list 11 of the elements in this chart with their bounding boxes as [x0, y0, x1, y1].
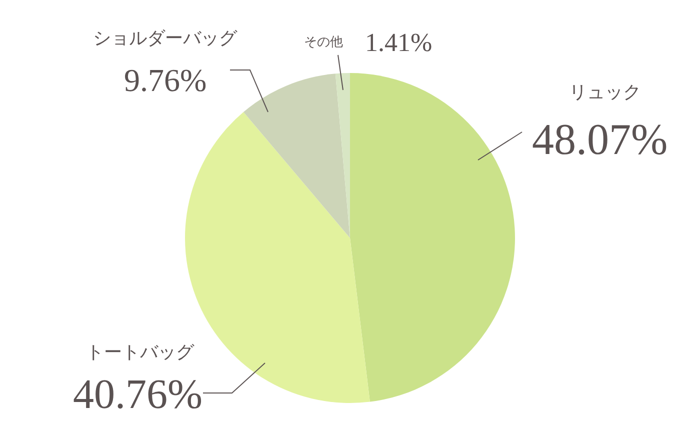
slice-label: トートバッグ — [86, 342, 195, 363]
slice-label: ショルダーバッグ — [93, 28, 238, 49]
pie-slice — [335, 73, 350, 238]
slice-label: リュック — [569, 82, 641, 103]
data-label: 40.76% — [73, 372, 202, 418]
data-label: 9.76% — [124, 62, 207, 98]
slice-label: その他 — [304, 35, 343, 50]
pie-slice — [350, 73, 515, 402]
data-label: 1.41% — [365, 28, 432, 57]
data-label: 48.07% — [532, 115, 668, 164]
pie-slice — [243, 74, 350, 238]
